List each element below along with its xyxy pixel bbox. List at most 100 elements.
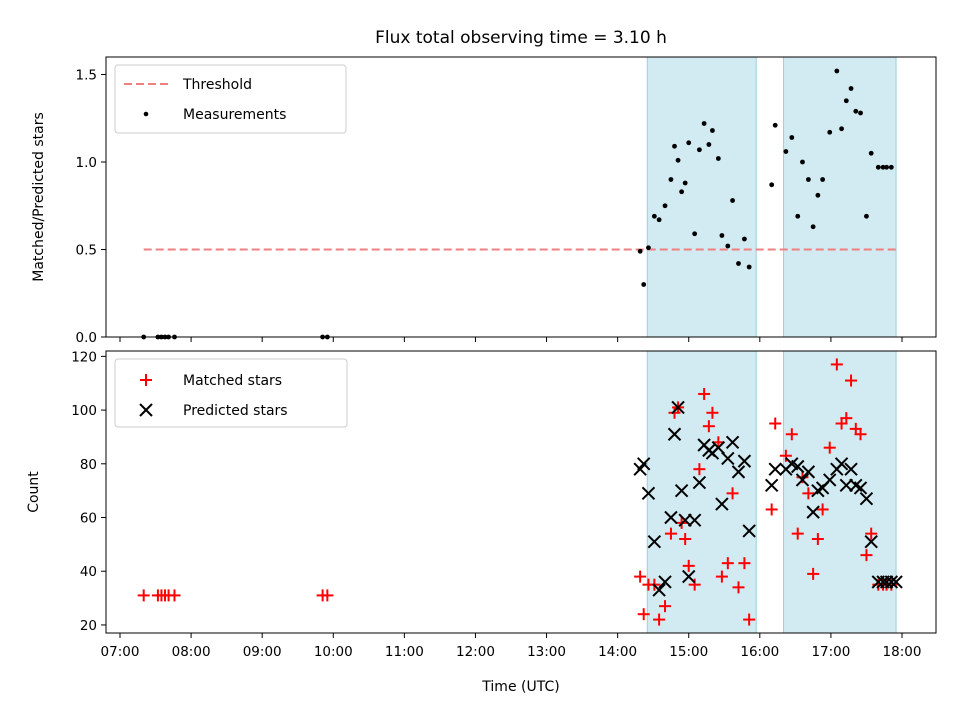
measurement-point [662,203,668,209]
matched-star-point [743,613,756,626]
predicted-star-stroke-b [785,457,799,471]
x-tick-label: 16:00 [740,644,779,660]
matched-star-point [634,570,647,583]
x-tick-label: 07:00 [101,644,140,660]
measurement-point [742,236,747,242]
y-tick-label: 1.5 [76,68,97,84]
measurement-point [834,68,840,74]
measurement-point [880,164,886,170]
predicted-star-point [674,483,689,498]
legend-predicted-swatch [139,403,153,417]
matched-star-point [698,387,711,400]
predicted-star-stroke-b [823,473,837,487]
x-tick-label: 15:00 [669,644,708,660]
x-axis-label: Time (UTC) [481,679,559,695]
predicted-star-point [664,510,678,525]
measurement-point [864,213,869,219]
bottom-legend-box [114,358,348,428]
matched-star-point [137,589,150,602]
top-y-axis-label: Matched/Predicted stars [31,112,47,282]
y-tick-label: 40 [80,564,97,580]
matched-star-point [779,449,792,462]
predicted-star-point [884,575,899,589]
top-axes-frame [105,56,937,338]
predicted-star-point [834,457,849,471]
matched-star-point [845,374,858,387]
bottom-y-axis-label: Count [26,471,42,513]
measurement-point [710,128,715,133]
legend-threshold-label: Threshold [182,77,252,93]
predicted-star-stroke-b [652,583,666,597]
predicted-star-point [671,400,685,415]
measurement-point [668,177,674,182]
measurement-point [701,121,707,126]
x-tick-label: 18:00 [883,644,922,660]
predicted-star-point [692,475,707,490]
measurement-point [682,180,688,186]
predicted-star-point [853,481,868,495]
measurement-point [868,150,874,156]
measurement-point [884,164,889,170]
measurement-point [637,248,643,254]
predicted-star-stroke-b [682,569,696,584]
y-tick-label: 120 [71,349,97,365]
matched-star-point [682,559,695,572]
predicted-star-stroke-b [674,483,689,498]
predicted-star-stroke-b [671,400,685,415]
measurement-point [888,164,894,170]
predicted-star-point [652,583,666,597]
bottom-x-ticks: 07:00 08:00 09:00 10:00 11:00 12:00 13:00 14:00… [101,633,922,660]
matched-star-point [679,533,692,545]
predicted-star-stroke-b [853,481,868,495]
measurement-point [820,177,826,182]
x-tick-label: 17:00 [811,644,850,660]
measurement-point [827,129,833,135]
matched-star-point [706,406,719,419]
predicted-star-point [795,473,810,487]
measurement-point [696,147,702,153]
measurement-point [719,233,725,238]
measurement-point [772,122,778,128]
x-tick-label: 09:00 [243,644,282,660]
predicted-star-stroke-b [791,459,805,474]
y-tick-label: 80 [80,457,97,473]
y-tick-label: 60 [80,511,97,527]
legend-matched-label: Matched stars [183,373,282,389]
predicted-star-point [715,497,729,511]
y-tick-label: 1.0 [76,155,97,171]
matched-star-point [769,417,782,430]
measurement-point [746,264,752,270]
predicted-star-point [658,575,672,589]
predicted-star-stroke-b [768,462,782,476]
top-y-ticks: 0.0 0.5 1.0 1.5 [76,68,106,346]
observing-interval-0 [646,56,757,338]
predicted-star-stroke-b [889,575,903,589]
predicted-star-point [647,534,662,549]
y-tick-label: 100 [71,403,97,419]
measurement-point [875,164,881,170]
predicted-star-stroke-b [721,451,735,466]
matched-star-point [860,549,873,562]
predicted-star-point [801,465,816,479]
matched-star-point [765,503,778,516]
measurement-point [715,156,721,161]
measurement-point [656,217,662,223]
top-x-ticks [119,337,903,342]
matched-star-point [168,589,181,602]
measurement-point [805,177,811,182]
y-tick-label: 0.5 [76,243,97,259]
ratio-panel: Flux total observing time = 3.10 h 0.00.… [31,28,937,346]
measurement-point [815,192,821,198]
matched-star-point [840,412,853,425]
predicted-star-stroke-b [636,457,651,471]
matched-star-point [732,581,745,594]
x-tick-label: 12:00 [456,644,495,660]
measurement-point [810,224,816,230]
predicted-star-stroke-b [864,534,878,549]
matched-star-point [791,527,804,540]
y-tick-label: 20 [80,618,97,634]
count-panel: 20 40 60 80 100 120 07:00 08:00 09:00 10:00 11:00… [26,349,937,695]
measurement-point [843,98,849,104]
predicted-star-point [823,473,837,487]
